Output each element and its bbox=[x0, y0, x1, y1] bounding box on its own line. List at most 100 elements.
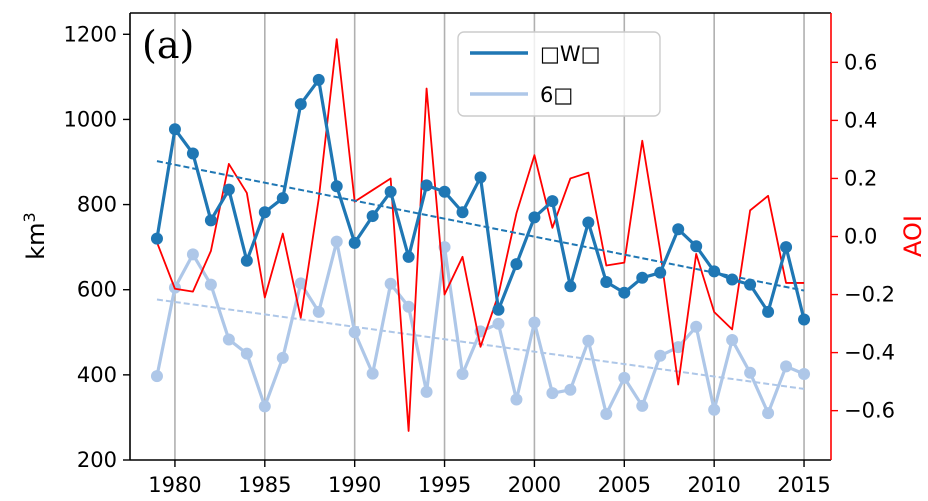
legend-label-light: 6□ bbox=[540, 83, 573, 107]
tick-layer: 1980 1985 1990 1995 2000 2005 2010 2015 200 400 60… bbox=[64, 22, 895, 497]
data-point-0 bbox=[474, 171, 487, 184]
y-right-tick-label: 0.2 bbox=[844, 166, 877, 190]
data-point-0 bbox=[690, 240, 703, 253]
data-point-1 bbox=[294, 277, 307, 290]
data-point-0 bbox=[744, 278, 757, 291]
data-point-0 bbox=[186, 147, 199, 160]
data-point-0 bbox=[366, 210, 379, 223]
x-tick-label: 1990 bbox=[328, 473, 381, 497]
data-point-0 bbox=[348, 236, 361, 249]
data-point-0 bbox=[618, 286, 631, 299]
data-point-1 bbox=[762, 407, 775, 420]
data-point-1 bbox=[510, 393, 523, 406]
data-point-0 bbox=[420, 179, 433, 192]
y-left-tick-label: 800 bbox=[77, 193, 117, 217]
data-point-0 bbox=[258, 206, 271, 219]
series-line-2 bbox=[156, 38, 805, 432]
x-tick-label: 2000 bbox=[508, 473, 561, 497]
y-right-axis-title: AOI bbox=[899, 215, 927, 257]
data-point-1 bbox=[582, 334, 595, 347]
y-right-tick-label: 0.0 bbox=[844, 225, 877, 249]
x-tick-label: 2005 bbox=[598, 473, 651, 497]
data-point-1 bbox=[492, 317, 505, 330]
data-point-0 bbox=[654, 266, 667, 279]
x-tick-label: 1980 bbox=[148, 473, 201, 497]
y-left-tick-label: 1000 bbox=[64, 107, 117, 131]
data-point-1 bbox=[240, 347, 253, 360]
data-point-1 bbox=[618, 371, 631, 384]
panel-label: (a) bbox=[142, 23, 194, 67]
data-point-1 bbox=[258, 400, 271, 413]
data-point-0 bbox=[312, 73, 325, 86]
data-point-1 bbox=[276, 351, 289, 364]
series-0 bbox=[150, 73, 811, 326]
y-left-label-base: km bbox=[22, 222, 50, 259]
data-point-0 bbox=[294, 98, 307, 111]
data-point-1 bbox=[186, 248, 199, 261]
data-point-1 bbox=[312, 305, 325, 318]
data-point-1 bbox=[600, 408, 613, 421]
data-point-0 bbox=[564, 280, 577, 293]
trend-line-0 bbox=[156, 160, 805, 292]
data-point-0 bbox=[636, 271, 649, 284]
data-point-0 bbox=[240, 254, 253, 267]
data-point-1 bbox=[780, 360, 793, 373]
data-point-0 bbox=[528, 211, 541, 224]
data-point-1 bbox=[654, 349, 667, 362]
y-left-tick-label: 200 bbox=[77, 448, 117, 472]
y-left-tick-label: 600 bbox=[77, 278, 117, 302]
data-point-1 bbox=[672, 341, 685, 354]
data-point-1 bbox=[384, 277, 397, 290]
data-point-0 bbox=[384, 185, 397, 198]
data-point-0 bbox=[330, 180, 343, 193]
data-point-0 bbox=[780, 241, 793, 254]
data-point-1 bbox=[636, 399, 649, 412]
data-point-1 bbox=[150, 370, 163, 383]
data-point-1 bbox=[564, 383, 577, 396]
data-point-0 bbox=[672, 223, 685, 236]
y-right-tick-label: 0.4 bbox=[844, 108, 877, 132]
data-point-1 bbox=[690, 320, 703, 333]
x-tick-label: 1985 bbox=[238, 473, 291, 497]
data-point-1 bbox=[330, 235, 343, 248]
data-point-1 bbox=[546, 387, 559, 400]
data-point-0 bbox=[402, 250, 415, 263]
data-point-0 bbox=[438, 185, 451, 198]
data-point-1 bbox=[528, 316, 541, 329]
data-point-1 bbox=[204, 278, 217, 291]
legend-label-dark: □W□ bbox=[540, 42, 600, 66]
y-right-tick-label: −0.4 bbox=[844, 341, 895, 365]
y-left-axis-title: km3 bbox=[20, 212, 50, 259]
data-point-1 bbox=[456, 368, 469, 381]
data-point-0 bbox=[582, 216, 595, 229]
y-right-tick-label: −0.6 bbox=[844, 399, 895, 423]
data-point-0 bbox=[762, 305, 775, 318]
data-point-1 bbox=[222, 333, 235, 346]
data-point-0 bbox=[492, 303, 505, 316]
data-point-0 bbox=[726, 273, 739, 286]
data-point-1 bbox=[420, 385, 433, 398]
series-layer bbox=[150, 38, 811, 432]
data-point-0 bbox=[798, 313, 811, 326]
data-point-1 bbox=[726, 333, 739, 346]
data-point-0 bbox=[546, 195, 559, 208]
y-left-tick-label: 1200 bbox=[64, 22, 117, 46]
data-point-1 bbox=[744, 366, 757, 379]
data-point-0 bbox=[204, 214, 217, 227]
data-point-1 bbox=[366, 367, 379, 380]
data-point-1 bbox=[402, 300, 415, 313]
y-left-tick-label: 400 bbox=[77, 363, 117, 387]
data-point-1 bbox=[348, 326, 361, 339]
data-point-0 bbox=[276, 192, 289, 205]
data-point-0 bbox=[456, 206, 469, 219]
y-right-tick-label: −0.2 bbox=[844, 283, 895, 307]
data-point-1 bbox=[798, 368, 811, 381]
x-tick-label: 1995 bbox=[418, 473, 471, 497]
data-point-0 bbox=[150, 232, 163, 245]
data-point-0 bbox=[168, 123, 181, 136]
data-point-0 bbox=[222, 183, 235, 196]
y-left-label-sup: 3 bbox=[20, 212, 39, 222]
data-point-0 bbox=[708, 265, 721, 278]
y-right-tick-label: 0.6 bbox=[844, 50, 877, 74]
